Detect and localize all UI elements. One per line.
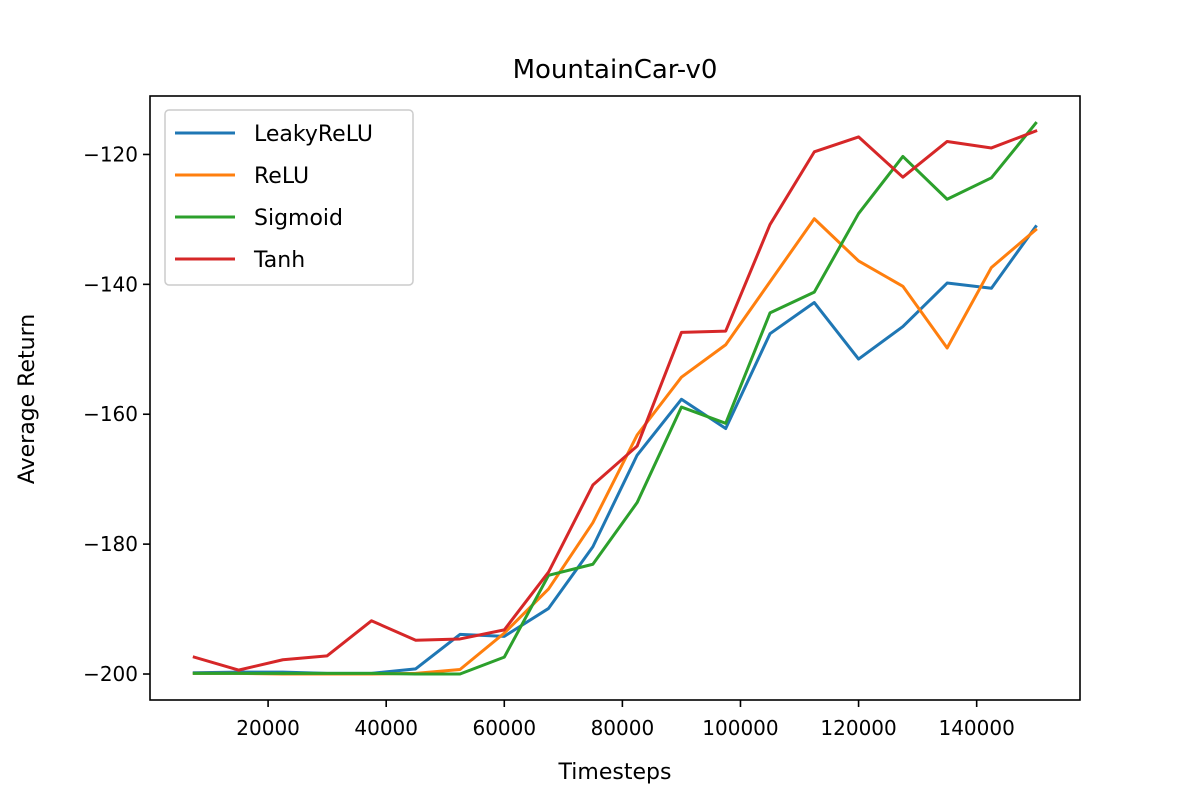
x-tick-label: 60000 bbox=[472, 716, 536, 740]
x-tick-label: 140000 bbox=[938, 716, 1014, 740]
x-tick-label: 120000 bbox=[820, 716, 896, 740]
legend: LeakyReLU ReLU Sigmoid Tanh bbox=[164, 109, 414, 286]
x-axis-label: Timesteps bbox=[558, 760, 672, 785]
y-axis: −200 −180 −160 −140 −120 bbox=[83, 142, 150, 686]
y-tick-label: −160 bbox=[83, 402, 138, 426]
legend-label-tanh: Tanh bbox=[253, 248, 305, 273]
x-tick-label: 20000 bbox=[236, 716, 300, 740]
series-line-tanh bbox=[192, 129, 1038, 672]
y-tick-label: −140 bbox=[83, 272, 138, 296]
legend-label-sigmoid: Sigmoid bbox=[254, 206, 343, 231]
x-axis: 20000 40000 60000 80000 100000 120000 140000 bbox=[236, 700, 1015, 740]
chart-title: MountainCar-v0 bbox=[513, 55, 718, 85]
y-tick-label: −120 bbox=[83, 142, 138, 166]
legend-label-relu: ReLU bbox=[254, 164, 309, 189]
legend-box bbox=[164, 109, 414, 286]
series-line-relu bbox=[192, 217, 1038, 676]
y-axis-label: Average Return bbox=[15, 314, 40, 484]
x-tick-label: 40000 bbox=[354, 716, 418, 740]
y-tick-label: −200 bbox=[83, 662, 138, 686]
series-line-sigmoid bbox=[192, 121, 1038, 676]
legend-label-leakyrelu: LeakyReLU bbox=[254, 122, 373, 147]
x-tick-label: 100000 bbox=[702, 716, 778, 740]
x-tick-label: 80000 bbox=[591, 716, 655, 740]
plot-frame bbox=[149, 95, 1081, 701]
plot-area bbox=[149, 95, 1081, 701]
y-tick-label: −180 bbox=[83, 532, 138, 556]
